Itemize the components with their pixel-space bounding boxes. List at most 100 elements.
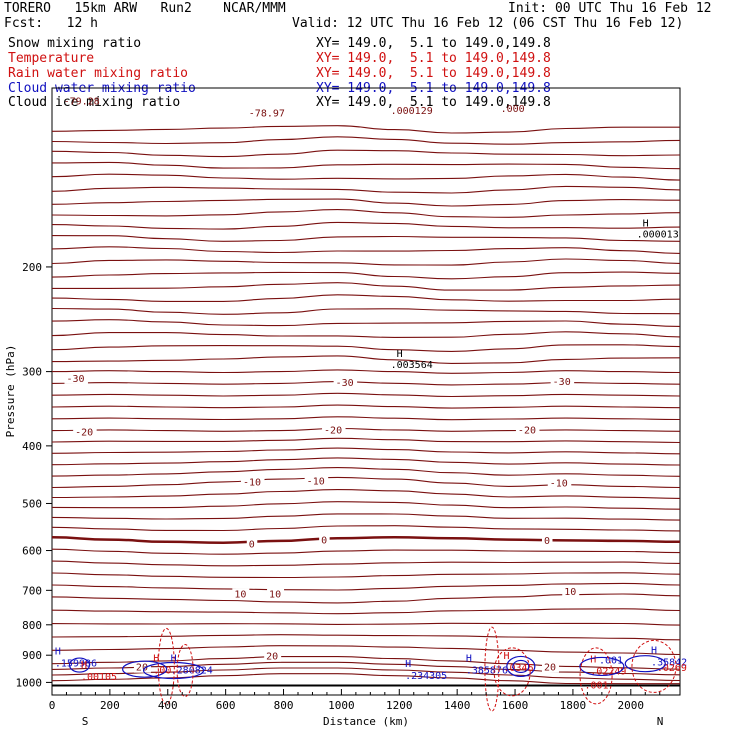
isotherm--46 [51, 271, 681, 280]
rain-max-marker: H [153, 654, 159, 665]
rain-max-marker: H [503, 651, 509, 662]
top-value-label: .000 [501, 104, 525, 115]
y-tick-label: 900 [22, 649, 42, 662]
isotherm-label-bg [232, 588, 250, 600]
isotherm-8 [51, 582, 681, 591]
isotherm-label: 10 [564, 587, 576, 598]
x-axis-label: Distance (km) [323, 715, 409, 728]
isotherm--10 [51, 476, 681, 489]
isotherm-label-bg [322, 424, 346, 436]
cloud-water-contour [68, 657, 91, 673]
snow-max-marker: H [397, 349, 403, 360]
isotherm--36 [51, 331, 681, 338]
isotherm-20 [51, 656, 681, 670]
init-time: Init: 00 UTC Thu 16 Feb 12 [508, 1, 712, 16]
isotherm--44 [51, 282, 681, 291]
isotherm-label-bg [133, 661, 151, 673]
overlay-layer: -30 -30 -30 -20 -20 -20 -10 -10 -10 0 0 0 10 10 10 20 20… [55, 97, 687, 712]
isotherm-label-bg [541, 535, 553, 547]
cloud-water-max-marker: H [55, 647, 61, 658]
x-tick-label: 200 [100, 699, 120, 712]
cloud-water-contour [512, 659, 530, 674]
end-label-left: S [82, 715, 89, 728]
isotherm-18 [51, 645, 681, 656]
isotherm--6 [51, 501, 681, 510]
isotherm-label-bg [64, 372, 88, 384]
cloud-water-contour [506, 655, 536, 678]
x-tick-label: 1800 [560, 699, 587, 712]
legend-rain-xy: XY= 149.0, 5.1 to 149.0,149.8 [316, 66, 551, 81]
legend-temperature: Temperature [8, 51, 95, 66]
legend-cloud-ice-xy: XY= 149.0, 5.1 to 149.0,149.8 [316, 95, 551, 110]
top-value-label: .000129 [391, 106, 433, 117]
isotherm--26 [51, 392, 681, 398]
isotherm-2 [51, 548, 681, 555]
valid-time: Valid: 12 UTC Thu 16 Feb 12 (06 CST Thu … [292, 16, 684, 31]
rain-water-contour [176, 644, 194, 698]
isotherm--20 [51, 427, 681, 432]
cloud-water-contour [122, 660, 168, 678]
cloud-water-contour [624, 655, 666, 673]
isotherm-label: 0 [249, 540, 255, 551]
rain-water-contour [484, 626, 500, 712]
y-tick-label: 700 [22, 584, 42, 597]
isotherm--14 [51, 457, 681, 466]
isotherm--62 [51, 173, 681, 181]
snow-max-marker: H [643, 218, 649, 229]
top-value-label: -78.97 [249, 109, 285, 120]
cloud-water-max-value: .234305 [405, 671, 447, 682]
x-tick-label: 1400 [444, 699, 471, 712]
isotherm-label: 10 [234, 590, 246, 601]
isotherm--2 [51, 525, 681, 532]
isotherm--54 [51, 221, 681, 230]
plot-frame [51, 87, 681, 696]
y-tick-label: 500 [22, 497, 42, 510]
rain-water-contour [579, 647, 613, 705]
rain-max-value: .0269 [657, 663, 687, 674]
x-tick-label: 2000 [618, 699, 645, 712]
x-tick-label: 400 [158, 699, 178, 712]
isotherm-label-bg [246, 538, 258, 550]
isotherm--64 [51, 161, 681, 170]
cloud-water-max-value: .001 [599, 655, 623, 666]
isotherm-label-bg [333, 377, 358, 389]
isotherm-label-bg [515, 424, 540, 436]
isotherm-22 [51, 661, 681, 676]
legend-snow-xy: XY= 149.0, 5.1 to 149.0,149.8 [316, 36, 551, 51]
y-tick-label: 1000 [16, 676, 43, 689]
isotherm--28 [51, 381, 681, 386]
legend-cloud-ice: Cloud ice mixing ratio [8, 95, 181, 110]
isotherm--58 [51, 198, 681, 207]
legend-snow: Snow mixing ratio [8, 36, 142, 51]
isotherm-0 [51, 536, 681, 544]
rain-max-value: .00105 [81, 672, 117, 683]
isotherm-label-bg [562, 585, 580, 597]
isotherm-label: -20 [324, 426, 342, 437]
isotherm-6 [51, 572, 681, 579]
y-tick-label: 400 [22, 440, 42, 453]
legend-rain: Rain water mixing ratio [8, 66, 189, 81]
rain-water-contour [493, 647, 531, 697]
rain-max-value: .0346 [503, 663, 533, 674]
isotherm--66 [51, 149, 681, 158]
x-tick-label: 600 [216, 699, 236, 712]
cloud-water-max-marker: H [405, 659, 411, 670]
isotherm-24 [51, 667, 681, 682]
cloud-water-max-value: .280824 [171, 666, 213, 677]
isotherm--60 [51, 185, 681, 194]
isotherm--56 [51, 209, 681, 218]
isotherm-12 [51, 608, 681, 615]
isotherm--68 [51, 136, 681, 145]
x-tick-label: 1200 [386, 699, 413, 712]
isotherm-label-bg [541, 661, 559, 673]
isotherm-label: 0 [544, 536, 550, 547]
isotherm--42 [51, 294, 681, 302]
isotherm-10 [51, 593, 681, 604]
isotherm-label-bg [319, 534, 330, 546]
isotherm-label-bg [304, 475, 329, 487]
title-left: TORERO 15km ARW Run2 NCAR/MMM [4, 1, 286, 16]
isotherm-label: -30 [553, 377, 571, 388]
cloud-water-max-value: .385876 [466, 666, 508, 677]
isotherm-label: 20 [266, 652, 278, 663]
